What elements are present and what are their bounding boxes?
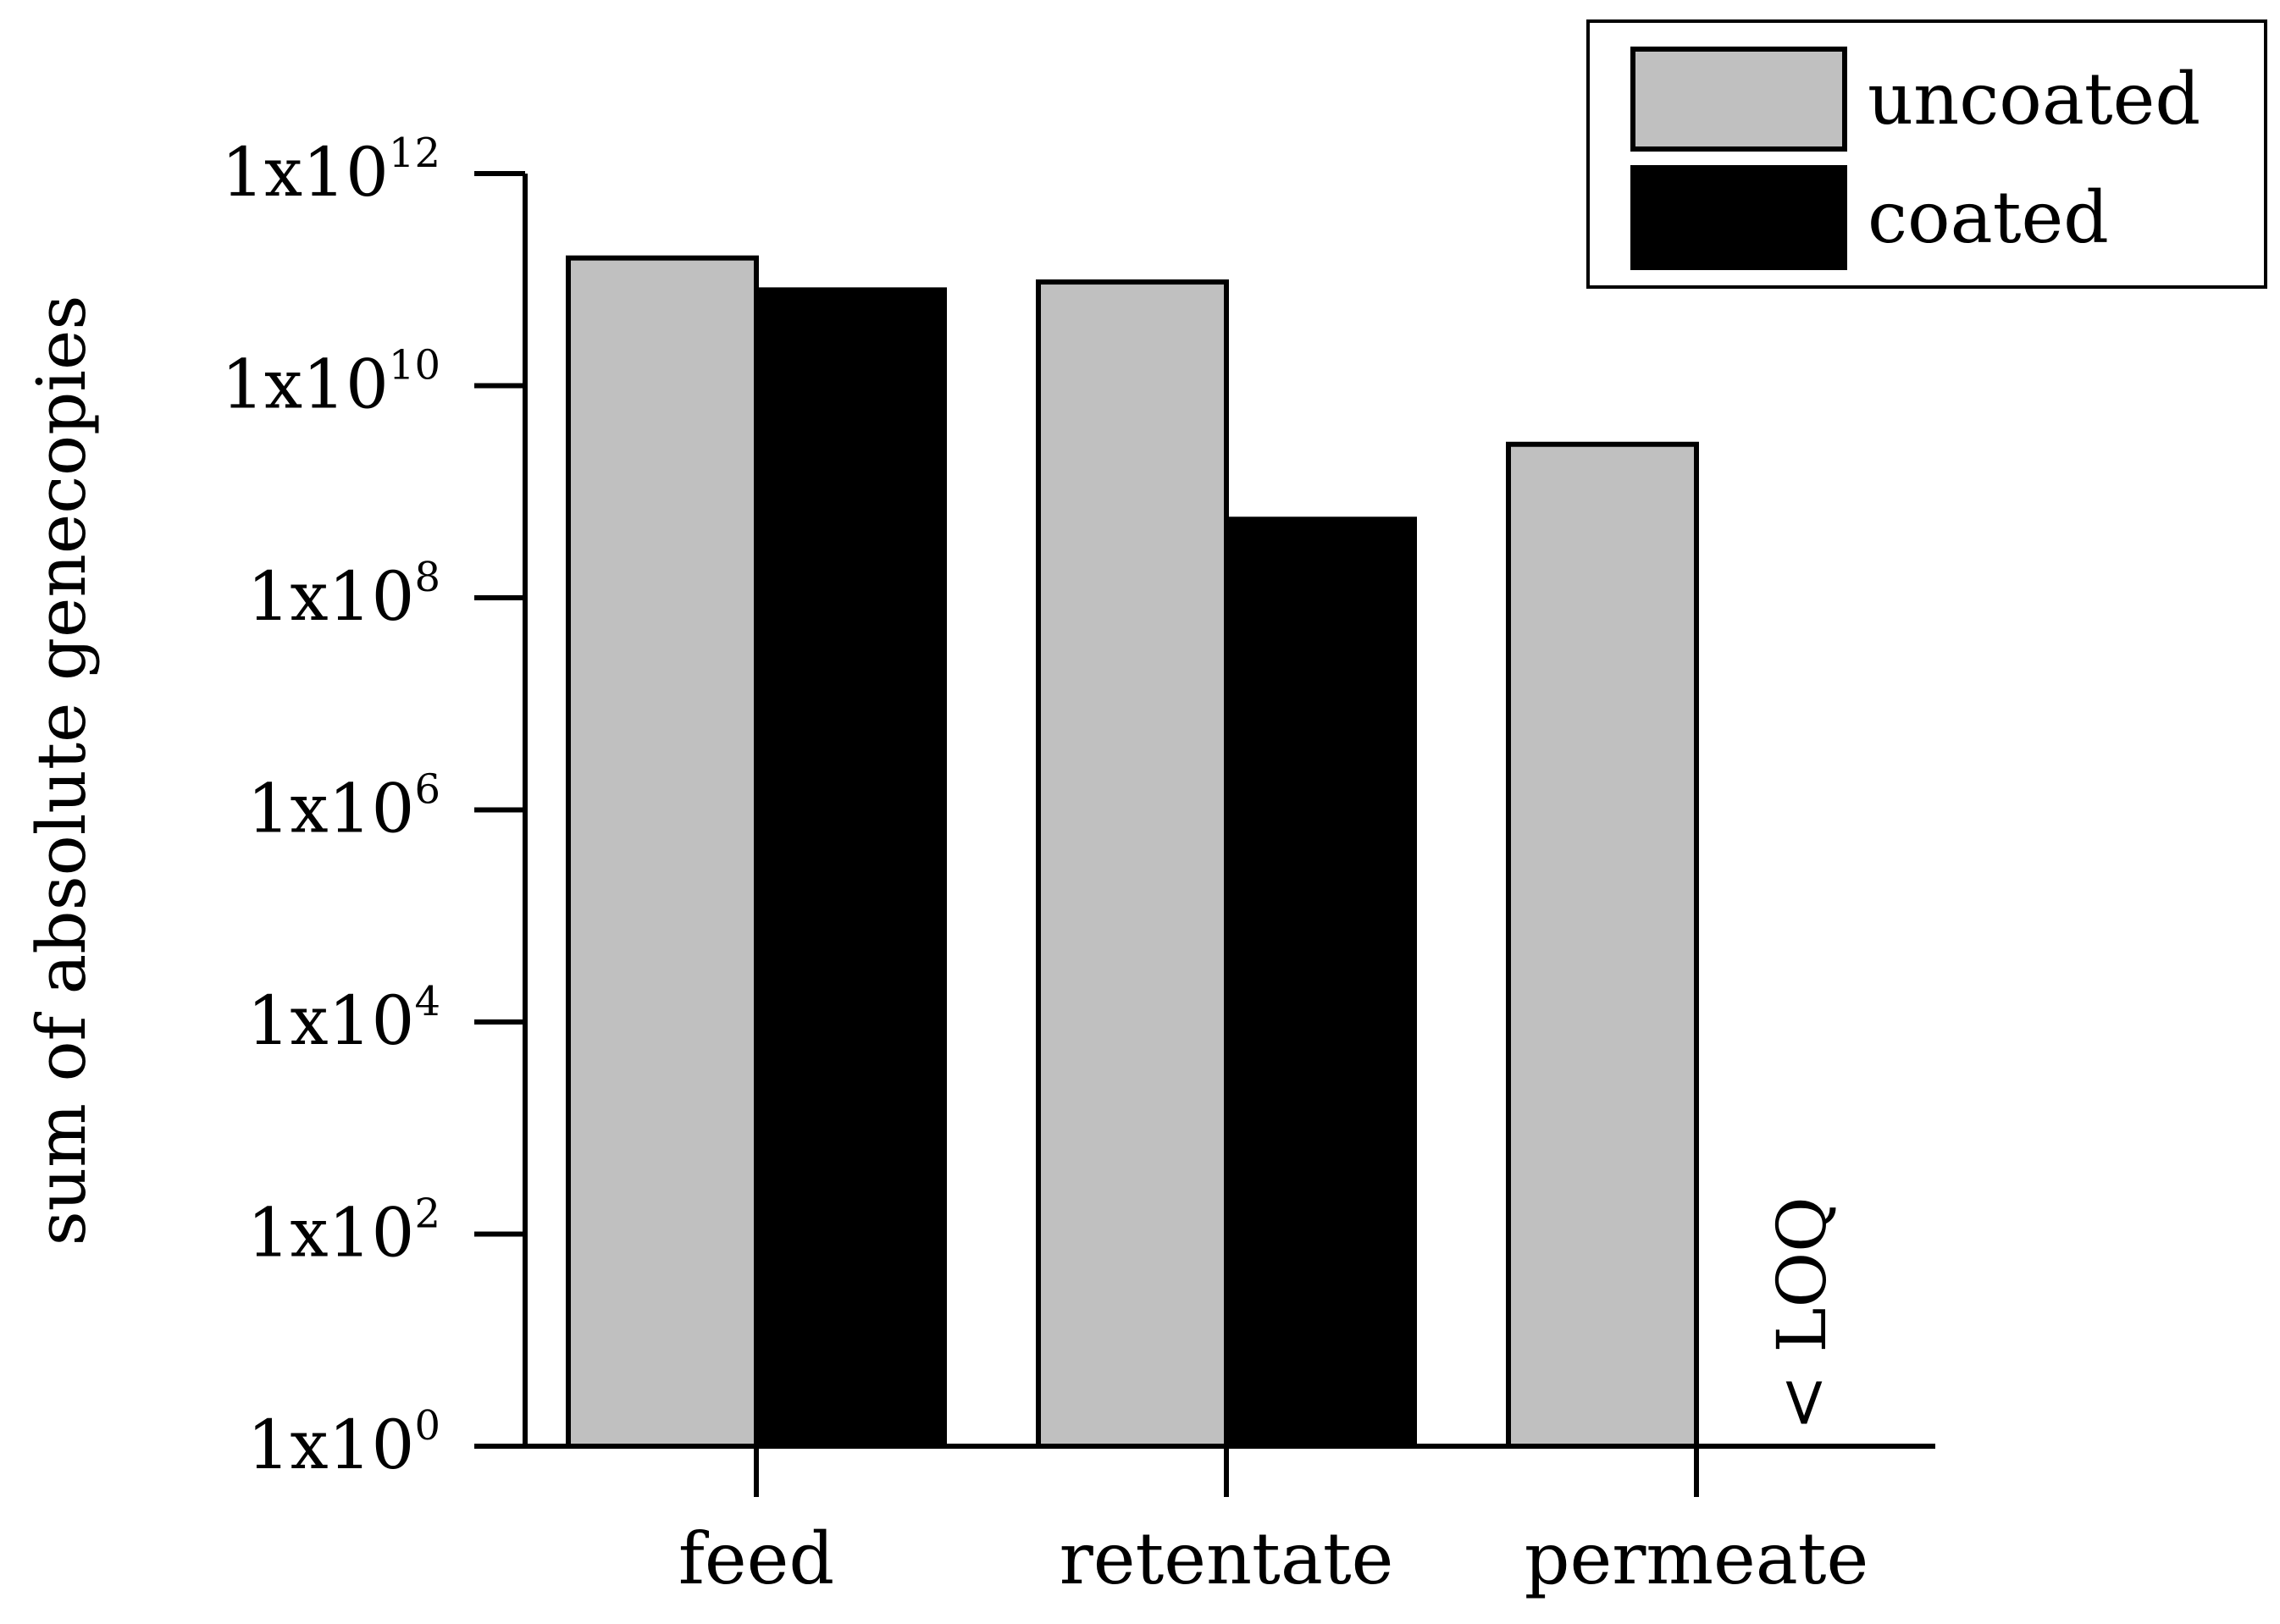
annotation-loq: < LOQ: [1763, 1196, 1841, 1431]
bar-uncoated-retentate: [1036, 279, 1229, 1449]
y-tick-label-exponent: 12: [389, 130, 440, 177]
x-tick-label-permeate: permeate: [1525, 1517, 1869, 1600]
bar-uncoated-permeate: [1506, 441, 1699, 1450]
y-tick-label-2: 1x104: [247, 978, 440, 1060]
y-tick-label-base: 1x10: [221, 345, 389, 424]
y-tick-label-base: 1x10: [247, 981, 415, 1060]
y-tick-label-base: 1x10: [247, 1406, 415, 1484]
y-tick-label-6: 1x1012: [221, 130, 440, 212]
legend-label-uncoated: uncoated: [1868, 58, 2200, 141]
y-tick-label-4: 1x108: [247, 554, 440, 636]
bar-coated-retentate: [1224, 516, 1417, 1450]
bars-group: [566, 255, 1699, 1450]
y-tick-label-base: 1x10: [247, 770, 415, 848]
y-tick-label-exponent: 10: [389, 342, 440, 389]
legend-label-coated: coated: [1868, 176, 2109, 259]
x-ticks-group: feed retentate permeate: [678, 1446, 1868, 1600]
y-tick-label-5: 1x1010: [221, 342, 440, 424]
y-tick-label-0: 1x100: [247, 1402, 440, 1484]
bar-uncoated-feed: [566, 255, 759, 1449]
y-tick-label-exponent: 0: [414, 1402, 440, 1450]
y-tick-label-base: 1x10: [221, 133, 389, 212]
y-tick-label-exponent: 2: [414, 1190, 440, 1238]
y-tick-label-exponent: 8: [414, 554, 440, 601]
legend: uncoated coated: [1586, 19, 2267, 289]
x-tick-label-feed: feed: [678, 1517, 834, 1600]
y-axis-label: sum of absolute genecopies: [22, 296, 101, 1246]
y-tick-label-1: 1x102: [247, 1190, 440, 1273]
x-tick-label-retentate: retentate: [1060, 1517, 1394, 1600]
legend-swatch-uncoated: [1630, 47, 1847, 152]
annotations-group: < LOQ: [1763, 1196, 1841, 1431]
y-tick-label-3: 1x106: [247, 766, 440, 848]
y-tick-label-exponent: 4: [414, 978, 440, 1025]
y-tick-label-base: 1x10: [247, 557, 415, 636]
y-tick-label-base: 1x10: [247, 1194, 415, 1273]
bar-coated-feed: [754, 287, 947, 1450]
y-tick-label-exponent: 6: [414, 766, 440, 814]
legend-swatch-coated: [1630, 165, 1847, 270]
